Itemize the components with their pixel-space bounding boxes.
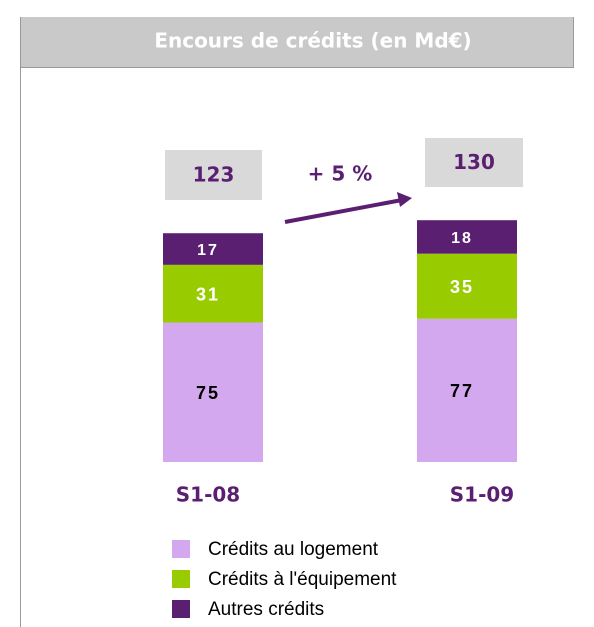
legend-label: Autres crédits [208, 599, 324, 620]
bar-segment [417, 318, 517, 462]
bar-segment [163, 322, 263, 462]
growth-arrow [284, 198, 403, 224]
value-label: 17 [197, 242, 219, 259]
value-label: 77 [450, 381, 474, 401]
chart-title: Encours de crédits (en Md€) [154, 29, 471, 53]
value-label: 18 [451, 230, 473, 247]
total-label: 130 [453, 150, 495, 174]
value-label: 35 [450, 277, 474, 297]
legend-label: Crédits à l'équipement [208, 569, 397, 590]
growth-annotation: + 5 % [308, 162, 373, 186]
category-label: S1-08 [176, 483, 240, 507]
bar-segment [163, 264, 263, 323]
value-label: 31 [196, 284, 220, 304]
total-box [165, 150, 262, 200]
legend-swatch [172, 600, 190, 618]
total-label: 123 [193, 163, 235, 187]
category-label: S1-09 [450, 483, 514, 507]
bar-segment [417, 253, 517, 319]
legend-swatch [172, 540, 190, 558]
bar-segment [163, 233, 263, 265]
value-label: 75 [196, 383, 220, 403]
total-box [425, 138, 523, 187]
legend-label: Crédits au logement [208, 539, 379, 560]
legend-swatch [172, 570, 190, 588]
header-band [20, 17, 574, 67]
arrow-head [397, 192, 412, 207]
bar-segment [417, 220, 517, 254]
